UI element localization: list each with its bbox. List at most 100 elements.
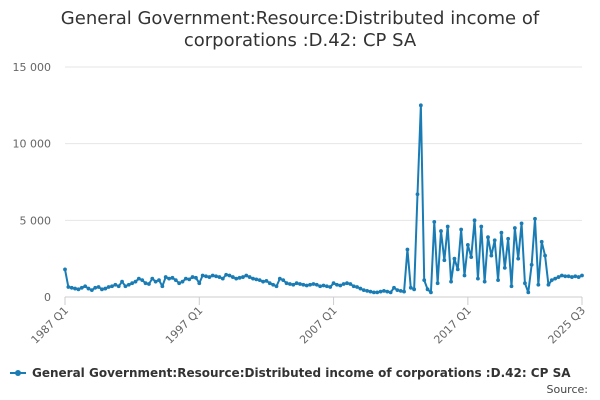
data-point <box>271 282 276 287</box>
data-point <box>371 290 376 295</box>
data-point <box>563 274 568 279</box>
data-point <box>509 284 514 289</box>
data-point <box>452 256 457 261</box>
data-point <box>224 272 229 277</box>
data-point <box>422 278 427 283</box>
data-point <box>136 276 141 281</box>
data-point <box>157 278 161 283</box>
data-point <box>227 273 232 278</box>
data-point <box>113 282 118 287</box>
data-point <box>308 282 312 287</box>
data-point <box>69 285 74 290</box>
data-point <box>536 282 541 287</box>
data-point <box>412 287 417 292</box>
data-point <box>311 282 316 286</box>
data-point <box>449 279 453 284</box>
data-point <box>79 285 84 290</box>
data-point <box>314 282 319 287</box>
data-point <box>251 276 255 281</box>
data-point <box>543 253 547 258</box>
data-point <box>106 285 111 289</box>
data-point <box>100 287 104 292</box>
data-point <box>194 275 198 280</box>
data-point <box>556 275 561 279</box>
x-tick-label: 2017 Q1 <box>431 304 474 347</box>
data-point <box>153 279 158 284</box>
data-point <box>338 283 343 288</box>
data-point <box>465 242 470 247</box>
data-point <box>459 227 464 232</box>
data-point <box>103 286 108 291</box>
data-point <box>462 273 467 278</box>
data-point <box>150 276 155 281</box>
data-point <box>177 281 182 286</box>
y-tick-label: 10 000 <box>13 138 52 151</box>
data-point <box>204 274 208 279</box>
data-point <box>200 273 205 278</box>
data-point <box>445 224 450 229</box>
data-point <box>298 282 302 286</box>
data-point <box>241 275 245 279</box>
data-point <box>217 275 222 279</box>
data-point <box>274 284 279 289</box>
data-point <box>331 281 336 286</box>
data-point <box>570 275 574 279</box>
legend-label: General Government:Resource:Distributed … <box>32 366 571 380</box>
data-point <box>63 267 67 272</box>
data-point <box>304 283 309 288</box>
data-point <box>516 256 521 261</box>
data-point <box>267 281 272 286</box>
data-point <box>358 286 363 291</box>
data-point <box>382 288 386 293</box>
data-point <box>187 277 192 282</box>
data-point <box>183 276 188 281</box>
data-point <box>207 275 212 279</box>
data-point <box>167 276 171 281</box>
data-point <box>170 275 175 280</box>
data-point <box>482 279 487 284</box>
data-point <box>83 284 88 289</box>
data-point <box>405 247 410 252</box>
data-point <box>230 275 235 279</box>
x-tick-label: 1997 Q1 <box>163 304 206 347</box>
data-point <box>261 279 265 284</box>
data-point <box>365 288 370 293</box>
data-point <box>355 285 359 289</box>
data-point <box>375 290 380 295</box>
data-point <box>173 278 178 283</box>
data-point <box>237 275 242 280</box>
legend[interactable]: General Government:Resource:Distributed … <box>10 366 571 380</box>
data-point <box>163 275 168 279</box>
data-point <box>123 284 128 289</box>
data-point <box>439 229 443 233</box>
data-point <box>455 267 460 272</box>
data-point <box>318 284 323 289</box>
data-point <box>335 282 339 287</box>
data-point <box>143 281 148 286</box>
data-point <box>529 262 534 267</box>
data-point <box>378 289 383 294</box>
data-point <box>559 273 564 278</box>
data-point <box>160 284 165 289</box>
data-point <box>499 230 504 235</box>
data-point <box>472 218 477 223</box>
data-point <box>469 255 474 260</box>
data-point <box>76 287 81 292</box>
data-point <box>489 253 494 258</box>
series-line <box>64 104 583 294</box>
grid-lines <box>65 66 582 298</box>
x-axis: 1987 Q1 1997 Q1 2007 Q1 2017 Q1 2025 Q3 <box>29 297 588 347</box>
data-point <box>395 288 400 292</box>
y-axis: 0 5 000 10 000 15 000 <box>13 61 52 304</box>
data-point <box>402 289 406 294</box>
data-point <box>368 289 373 294</box>
data-point <box>277 276 282 281</box>
data-point <box>546 282 551 287</box>
data-point <box>580 273 584 278</box>
data-point <box>415 192 420 197</box>
data-point <box>345 281 349 286</box>
data-point <box>398 288 403 293</box>
data-point <box>512 226 517 230</box>
data-point <box>479 224 484 229</box>
